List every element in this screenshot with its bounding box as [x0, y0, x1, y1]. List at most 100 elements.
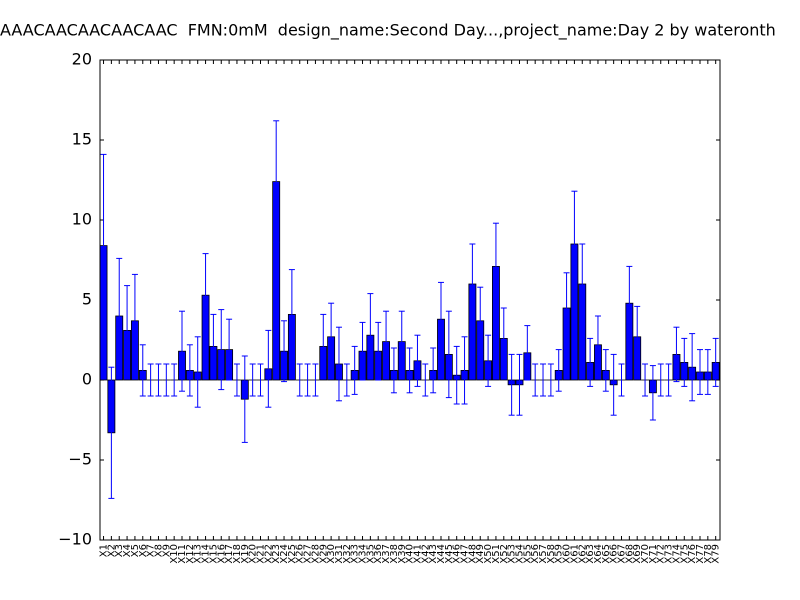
error-bar	[618, 363, 625, 397]
x-tick-label: X66	[609, 544, 620, 564]
y-tick-label: 5	[82, 290, 92, 309]
error-bar	[579, 243, 586, 325]
error-bar	[116, 257, 123, 375]
x-tick-label: X37	[381, 544, 392, 564]
error-bar	[163, 363, 170, 397]
x-tick-label: X71	[648, 544, 659, 564]
x-tick-label: X22	[263, 544, 274, 564]
x-tick-label: X58	[546, 544, 557, 564]
x-tick-label: X5	[130, 544, 141, 557]
x-tick-label: X76	[687, 544, 698, 564]
error-bar	[704, 349, 711, 395]
x-tick-label: X23	[271, 544, 282, 564]
x-tick-label: X24	[279, 544, 290, 564]
x-tick-label: X30	[326, 544, 337, 564]
error-bar	[430, 347, 437, 394]
x-tick-label: X52	[499, 544, 510, 564]
x-tick-label: X3	[114, 544, 125, 557]
error-bar	[657, 363, 664, 397]
x-tick-label: X78	[703, 544, 714, 564]
x-tick-label: X44	[436, 544, 447, 564]
error-bar	[281, 320, 288, 383]
error-bar	[571, 190, 578, 298]
error-bar	[155, 363, 162, 397]
x-tick-label: X2	[106, 544, 117, 557]
x-tick-label: X18	[232, 544, 243, 564]
x-tick-label: X42	[420, 544, 431, 564]
error-bar	[398, 310, 405, 373]
x-tick-label: X34	[358, 544, 369, 564]
x-tick-label: X39	[397, 544, 408, 564]
error-bar	[540, 363, 547, 397]
error-bar	[139, 344, 146, 397]
error-bar	[147, 363, 154, 397]
x-tick-label: X6	[138, 544, 149, 557]
error-bar	[210, 313, 217, 379]
x-tick-label: X50	[483, 544, 494, 564]
plot-frame	[99, 59, 721, 541]
x-tick-label: X60	[562, 544, 573, 564]
error-bar	[288, 269, 295, 360]
x-tick-label: X29	[318, 544, 329, 564]
error-bar	[461, 336, 468, 405]
error-bar	[131, 273, 138, 368]
x-tick-label: X8	[153, 544, 164, 557]
x-tick-label: X9	[161, 544, 172, 557]
error-bar	[500, 307, 507, 370]
x-tick-label: X51	[491, 544, 502, 564]
error-bar	[218, 309, 225, 391]
x-tick-label: X26	[295, 544, 306, 564]
error-bar	[273, 120, 280, 243]
error-bar	[241, 355, 248, 443]
x-tick-label: X62	[577, 544, 588, 564]
x-tick-label: X28	[310, 544, 321, 564]
x-tick-label: X16	[216, 544, 227, 564]
error-bar	[343, 363, 350, 397]
error-bar	[602, 349, 609, 392]
error-bar	[547, 363, 554, 397]
error-bar	[108, 366, 115, 499]
error-bar	[179, 310, 186, 392]
x-tick-label: X1	[99, 544, 110, 557]
error-bar	[202, 253, 209, 338]
y-tick-label: −10	[58, 530, 92, 549]
error-bar	[414, 334, 421, 387]
x-tick-label: X45	[444, 544, 455, 564]
error-bar	[516, 353, 523, 416]
x-tick-label: X14	[201, 544, 212, 564]
x-tick-label: X79	[711, 544, 722, 564]
x-tick-label: X77	[695, 544, 706, 564]
error-bar	[587, 337, 594, 387]
x-tick-label: X65	[601, 544, 612, 564]
error-bar	[249, 363, 256, 397]
error-bar	[335, 326, 342, 402]
error-bar	[226, 318, 233, 381]
error-bar	[438, 281, 444, 357]
error-bar	[508, 353, 515, 416]
x-tick-label: X59	[554, 544, 565, 564]
error-bar	[233, 363, 240, 397]
error-bar	[673, 326, 680, 383]
error-bar	[351, 345, 358, 395]
error-bar	[469, 243, 476, 325]
y-tick-label: 20	[72, 50, 92, 69]
x-tick-label: X56	[530, 544, 541, 564]
x-tick-label: X47	[460, 544, 471, 564]
error-bar	[359, 321, 366, 381]
x-tick-label: X38	[389, 544, 400, 564]
error-bar	[383, 310, 390, 373]
error-bar	[492, 222, 499, 311]
x-tick-label: X46	[452, 544, 463, 564]
x-tick-label: X61	[569, 544, 580, 564]
x-tick-label: X13	[193, 544, 204, 564]
x-tick-label: X11	[177, 544, 188, 564]
x-tick-label: X63	[585, 544, 596, 564]
error-bar	[555, 349, 562, 392]
error-bar	[642, 363, 649, 397]
error-bar	[124, 285, 131, 376]
x-tick-label: X54	[514, 544, 525, 564]
error-bar	[485, 334, 492, 387]
x-tick-label: X75	[679, 544, 690, 564]
x-tick-label: X57	[538, 544, 549, 564]
error-bar	[328, 302, 335, 371]
